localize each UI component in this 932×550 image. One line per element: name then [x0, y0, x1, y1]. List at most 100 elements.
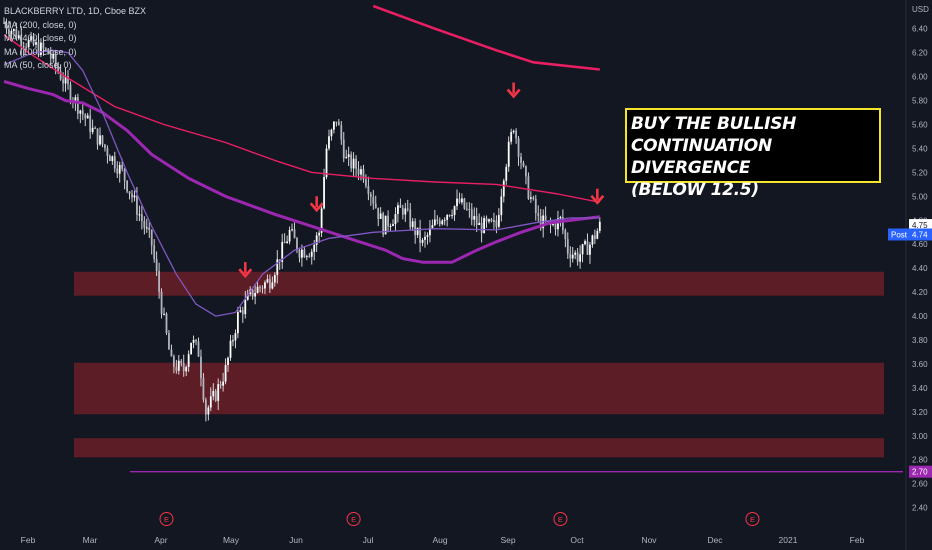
candle-body	[463, 198, 466, 209]
earnings-marker-letter: E	[351, 515, 356, 524]
candle-body	[143, 220, 146, 228]
time-axis-tick: Feb	[21, 535, 36, 545]
candle-body	[337, 122, 340, 126]
candle-body	[301, 249, 303, 258]
candle-body	[148, 227, 151, 231]
legend-ma50[interactable]: MA (50, close, 0)	[4, 60, 72, 70]
candle-body	[182, 363, 185, 372]
candle-body	[286, 241, 289, 244]
candle-body	[163, 313, 165, 315]
candle-body	[431, 225, 434, 229]
candle-body	[239, 310, 242, 312]
candle-body	[116, 168, 119, 174]
candle-body	[79, 110, 82, 114]
ma-line-0	[372, 4, 600, 71]
earnings-marker-icon: E	[159, 512, 174, 526]
candle-body	[296, 238, 298, 251]
earnings-marker-icon: E	[553, 512, 568, 526]
time-axis-tick: Sep	[500, 535, 515, 545]
candle-body	[488, 219, 490, 222]
price-axis-tick: 3.60	[912, 360, 928, 369]
candle-body	[283, 241, 286, 244]
candle-body	[495, 220, 498, 227]
candle-body	[44, 48, 47, 50]
legend-ma100[interactable]: MA (100, close, 0)	[4, 46, 77, 57]
candle-body	[485, 218, 488, 222]
candle-body	[520, 156, 522, 163]
legend-ma400[interactable]: MA (400, close, 0)	[4, 33, 77, 43]
candle-body	[281, 241, 284, 262]
callout-line-2: CONTINUATION DIVERGENCE	[631, 136, 772, 178]
candle-body	[517, 138, 520, 157]
candle-body	[561, 217, 564, 231]
candle-body	[291, 229, 293, 231]
candle-body	[490, 219, 493, 222]
candle-body	[118, 164, 121, 174]
candle-body	[367, 186, 370, 195]
candle-body	[598, 221, 601, 231]
candle-body	[365, 179, 367, 187]
candle-body	[534, 198, 537, 213]
candle-body	[453, 206, 456, 216]
candle-body	[3, 22, 5, 24]
candle-body	[99, 135, 101, 145]
candle-body	[493, 220, 495, 222]
earnings-marker-ring	[159, 512, 174, 526]
candle-body	[379, 213, 382, 219]
candle-body	[187, 354, 190, 367]
candle-body	[145, 227, 148, 229]
candle-body	[505, 166, 508, 181]
candle-body	[372, 196, 375, 204]
candle-body	[219, 384, 222, 386]
signal-arrow-head	[590, 194, 605, 205]
candle-body	[177, 360, 180, 371]
price-axis-tick: 5.40	[912, 144, 928, 153]
candle-body	[185, 366, 188, 372]
candle-body	[429, 228, 431, 236]
candle-body	[328, 136, 330, 149]
candle-body	[303, 249, 306, 258]
candle-body	[401, 207, 404, 215]
candle-body	[571, 254, 574, 259]
price-axis-tick: 5.00	[912, 192, 928, 201]
candle-body	[414, 221, 417, 235]
candle-body	[81, 110, 84, 115]
candle-body	[168, 333, 170, 350]
candle-body	[559, 217, 562, 219]
candle-body	[254, 292, 257, 297]
candle-body	[502, 180, 505, 197]
candle-body	[478, 222, 481, 226]
candle-body	[404, 208, 407, 215]
candle-body	[362, 169, 365, 180]
price-axis-tick: 6.40	[912, 25, 928, 34]
candle-body	[271, 282, 274, 289]
candle-body	[593, 235, 596, 239]
earnings-marker-ring	[346, 512, 361, 526]
time-axis-tick: Jun	[289, 535, 303, 545]
legend-ma200[interactable]: MA (200, close, 0)	[4, 19, 77, 30]
candle-body	[126, 180, 128, 192]
signal-arrow-icon	[238, 262, 253, 279]
candle-body	[89, 115, 92, 133]
callout-line-3: (BELOW 12.5)	[631, 180, 759, 200]
candle-body	[298, 250, 301, 258]
signal-arrow-icon	[309, 196, 324, 213]
candle-body	[42, 42, 45, 49]
candle-body	[308, 256, 311, 258]
candle-body	[347, 154, 350, 158]
candle-body	[214, 390, 217, 401]
candle-body	[409, 209, 412, 228]
post-market-tag	[888, 228, 932, 241]
price-axis-tick: 6.20	[912, 49, 928, 58]
candle-body	[64, 76, 67, 84]
candle-body	[305, 256, 308, 258]
time-axis-tick: May	[223, 535, 240, 545]
callout-line-1: BUY THE BULLISH	[631, 114, 797, 134]
candle-body	[554, 223, 557, 230]
candle-body	[377, 207, 380, 219]
candle-body	[35, 42, 37, 45]
candle-body	[475, 216, 478, 226]
candle-body	[22, 46, 25, 48]
candle-body	[234, 333, 237, 341]
